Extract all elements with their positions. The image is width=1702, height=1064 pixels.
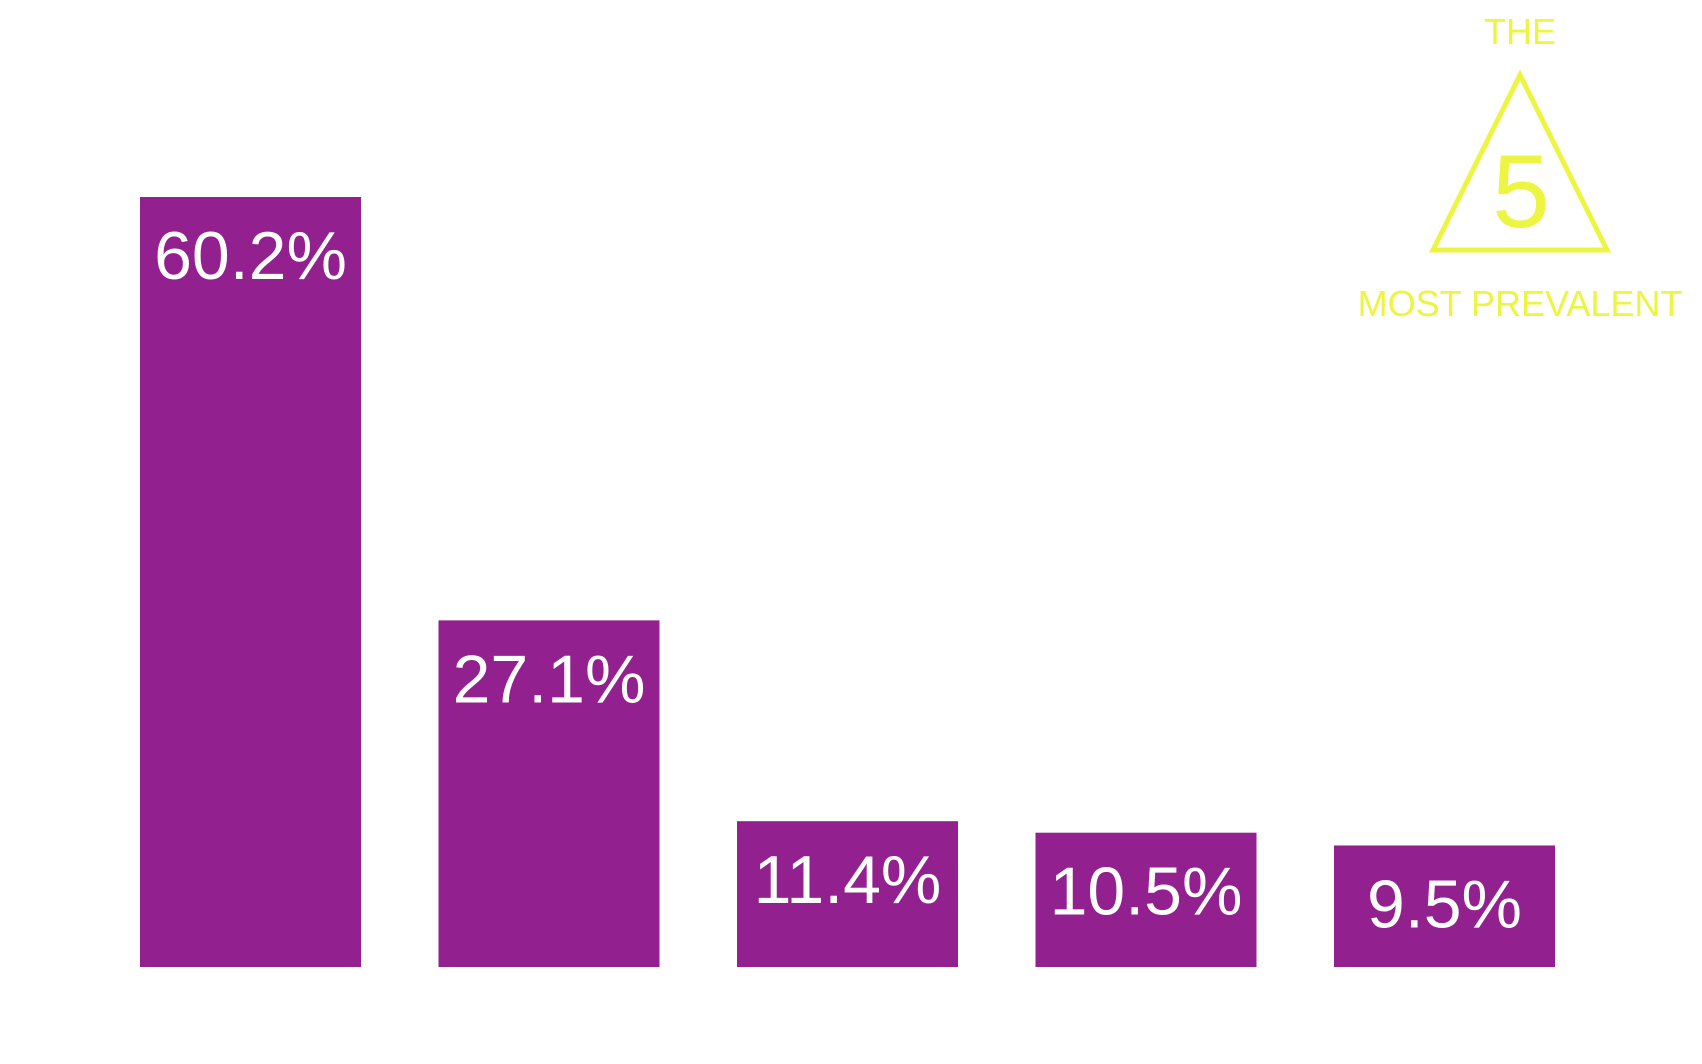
- bar-2: [438, 620, 660, 967]
- bar-1: [140, 197, 361, 967]
- badge: THE 5 MOST PREVALENT: [1358, 11, 1683, 324]
- bar-label-5: 9.5%: [1367, 866, 1522, 942]
- badge-top-text: THE: [1484, 11, 1556, 52]
- bar-label-3: 11.4%: [754, 842, 942, 918]
- bar-3: [737, 821, 958, 967]
- badge-bottom-text: MOST PREVALENT: [1358, 283, 1683, 324]
- badge-number: 5: [1492, 134, 1550, 250]
- bars-group: [140, 197, 1555, 967]
- bar-label-1: 60.2%: [154, 218, 347, 294]
- bar-5: [1334, 845, 1555, 967]
- triangle-icon: [1428, 69, 1612, 253]
- bar-label-2: 27.1%: [453, 641, 646, 717]
- bar-4: [1035, 832, 1257, 967]
- bar-labels-group: 60.2% 27.1% 11.4% 10.5% 9.5%: [154, 218, 1522, 942]
- bar-label-4: 10.5%: [1050, 854, 1243, 930]
